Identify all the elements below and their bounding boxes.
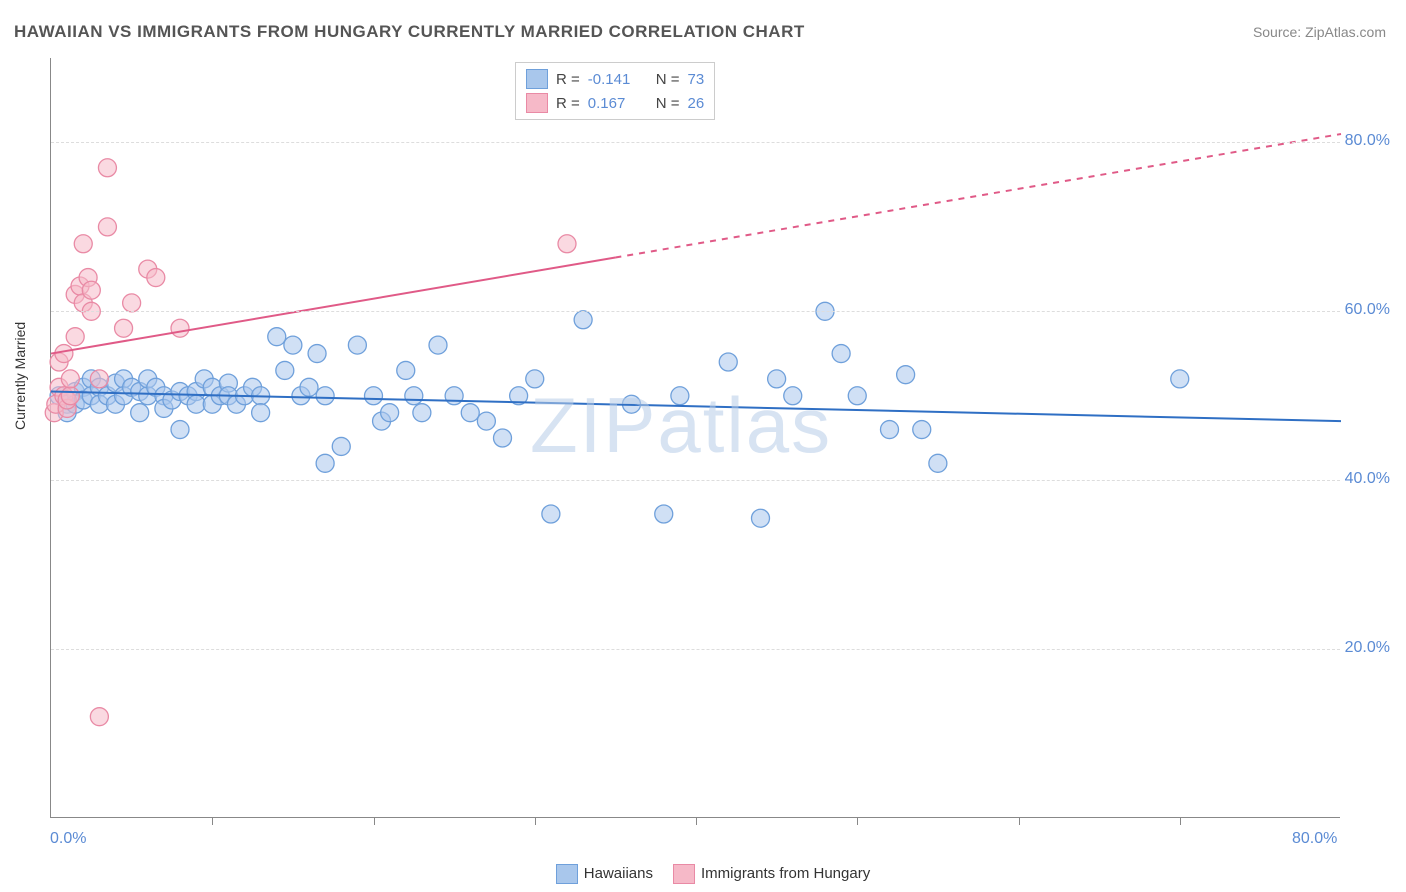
scatter-point xyxy=(98,218,116,236)
legend-label: Hawaiians xyxy=(584,865,653,882)
scatter-point xyxy=(308,345,326,363)
scatter-point xyxy=(131,404,149,422)
scatter-point xyxy=(348,336,366,354)
chart-svg xyxy=(51,58,1340,817)
x-tick xyxy=(212,817,213,825)
scatter-point xyxy=(82,281,100,299)
legend-swatch xyxy=(673,864,695,884)
scatter-point xyxy=(74,235,92,253)
scatter-point xyxy=(284,336,302,354)
r-value: -0.141 xyxy=(588,71,648,88)
n-value: 26 xyxy=(688,95,705,112)
x-tick-label: 0.0% xyxy=(50,830,86,848)
scatter-point xyxy=(574,311,592,329)
scatter-point xyxy=(381,404,399,422)
x-tick xyxy=(1180,817,1181,825)
scatter-point xyxy=(55,345,73,363)
y-axis-label: Currently Married xyxy=(12,322,28,430)
gridline xyxy=(51,311,1340,312)
n-label: N = xyxy=(656,95,680,112)
y-tick-label: 20.0% xyxy=(1345,639,1390,657)
x-tick xyxy=(857,817,858,825)
x-tick xyxy=(535,817,536,825)
scatter-point xyxy=(252,404,270,422)
chart-title: HAWAIIAN VS IMMIGRANTS FROM HUNGARY CURR… xyxy=(14,22,805,42)
plot-area xyxy=(50,58,1340,818)
scatter-point xyxy=(66,328,84,346)
scatter-point xyxy=(897,366,915,384)
n-value: 73 xyxy=(688,71,705,88)
scatter-point xyxy=(558,235,576,253)
y-tick-label: 80.0% xyxy=(1345,132,1390,150)
scatter-point xyxy=(445,387,463,405)
legend-swatch xyxy=(556,864,578,884)
scatter-point xyxy=(671,387,689,405)
gridline xyxy=(51,649,1340,650)
scatter-point xyxy=(405,387,423,405)
y-tick-label: 40.0% xyxy=(1345,470,1390,488)
scatter-point xyxy=(848,387,866,405)
legend-swatch xyxy=(526,69,548,89)
scatter-point xyxy=(929,454,947,472)
scatter-point xyxy=(429,336,447,354)
scatter-point xyxy=(752,509,770,527)
scatter-point xyxy=(526,370,544,388)
scatter-point xyxy=(171,421,189,439)
gridline xyxy=(51,480,1340,481)
r-label: R = xyxy=(556,71,580,88)
scatter-point xyxy=(542,505,560,523)
scatter-point xyxy=(655,505,673,523)
scatter-point xyxy=(913,421,931,439)
scatter-point xyxy=(413,404,431,422)
scatter-point xyxy=(397,361,415,379)
scatter-point xyxy=(494,429,512,447)
scatter-point xyxy=(171,319,189,337)
scatter-point xyxy=(61,387,79,405)
scatter-point xyxy=(719,353,737,371)
series-legend: Hawaiians Immigrants from Hungary xyxy=(0,864,1406,884)
scatter-point xyxy=(98,159,116,177)
r-value: 0.167 xyxy=(588,95,648,112)
scatter-point xyxy=(461,404,479,422)
scatter-point xyxy=(768,370,786,388)
scatter-point xyxy=(332,437,350,455)
r-label: R = xyxy=(556,95,580,112)
scatter-point xyxy=(365,387,383,405)
n-label: N = xyxy=(656,71,680,88)
correlation-legend-row: R = -0.141 N = 73 xyxy=(526,67,704,91)
x-tick-label: 80.0% xyxy=(1292,830,1337,848)
scatter-point xyxy=(316,454,334,472)
scatter-point xyxy=(832,345,850,363)
scatter-point xyxy=(784,387,802,405)
legend-swatch xyxy=(526,93,548,113)
gridline xyxy=(51,142,1340,143)
scatter-point xyxy=(1171,370,1189,388)
scatter-point xyxy=(61,370,79,388)
scatter-point xyxy=(276,361,294,379)
scatter-point xyxy=(316,387,334,405)
scatter-point xyxy=(90,708,108,726)
scatter-point xyxy=(477,412,495,430)
scatter-point xyxy=(123,294,141,312)
scatter-point xyxy=(881,421,899,439)
scatter-point xyxy=(90,370,108,388)
correlation-legend-row: R = 0.167 N = 26 xyxy=(526,91,704,115)
legend-label: Immigrants from Hungary xyxy=(701,865,870,882)
x-tick xyxy=(696,817,697,825)
x-tick xyxy=(1019,817,1020,825)
scatter-point xyxy=(187,395,205,413)
trend-line-dashed xyxy=(615,134,1341,258)
scatter-point xyxy=(147,269,165,287)
scatter-point xyxy=(268,328,286,346)
source-attribution: Source: ZipAtlas.com xyxy=(1253,24,1386,40)
correlation-legend: R = -0.141 N = 73 R = 0.167 N = 26 xyxy=(515,62,715,120)
y-tick-label: 60.0% xyxy=(1345,301,1390,319)
x-tick xyxy=(374,817,375,825)
scatter-point xyxy=(115,319,133,337)
scatter-point xyxy=(300,378,318,396)
